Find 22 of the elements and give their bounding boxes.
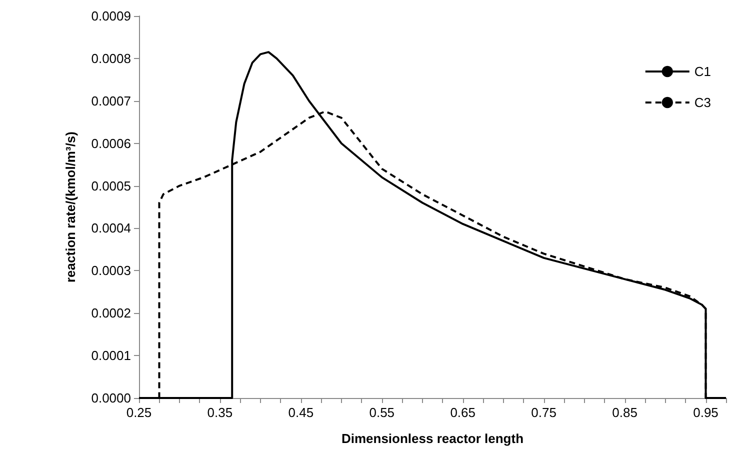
y-tick-label: 0.0009 (91, 8, 131, 24)
x-tick-label: 0.35 (207, 405, 233, 420)
x-tick-label: 0.75 (531, 405, 556, 420)
y-tick-label: 0.0007 (91, 93, 131, 108)
y-axis-title: reaction rate/(kmol/m³/s) (63, 132, 78, 282)
x-tick-label: 0.45 (288, 405, 314, 420)
y-tick-label: 0.0008 (91, 50, 131, 66)
y-tick-label: 0.0000 (91, 390, 131, 406)
y-tick-label: 0.0005 (91, 178, 131, 194)
y-tick-label: 0.0004 (91, 220, 131, 236)
x-axis-title: Dimensionless reactor length (341, 431, 524, 446)
x-tick-label: 0.25 (126, 405, 152, 420)
x-tick-label: 0.95 (693, 405, 718, 420)
y-tick-label: 0.0002 (91, 306, 131, 321)
legend-label: C1 (694, 64, 712, 79)
y-tick-label: 0.0001 (91, 348, 131, 364)
y-tick-label: 0.0006 (91, 136, 131, 151)
x-tick-label: 0.85 (612, 405, 638, 420)
x-tick-label: 0.65 (450, 405, 476, 420)
y-tick-label: 0.0003 (91, 263, 131, 278)
x-tick-label: 0.55 (369, 405, 395, 420)
legend-label: C3 (694, 95, 712, 110)
